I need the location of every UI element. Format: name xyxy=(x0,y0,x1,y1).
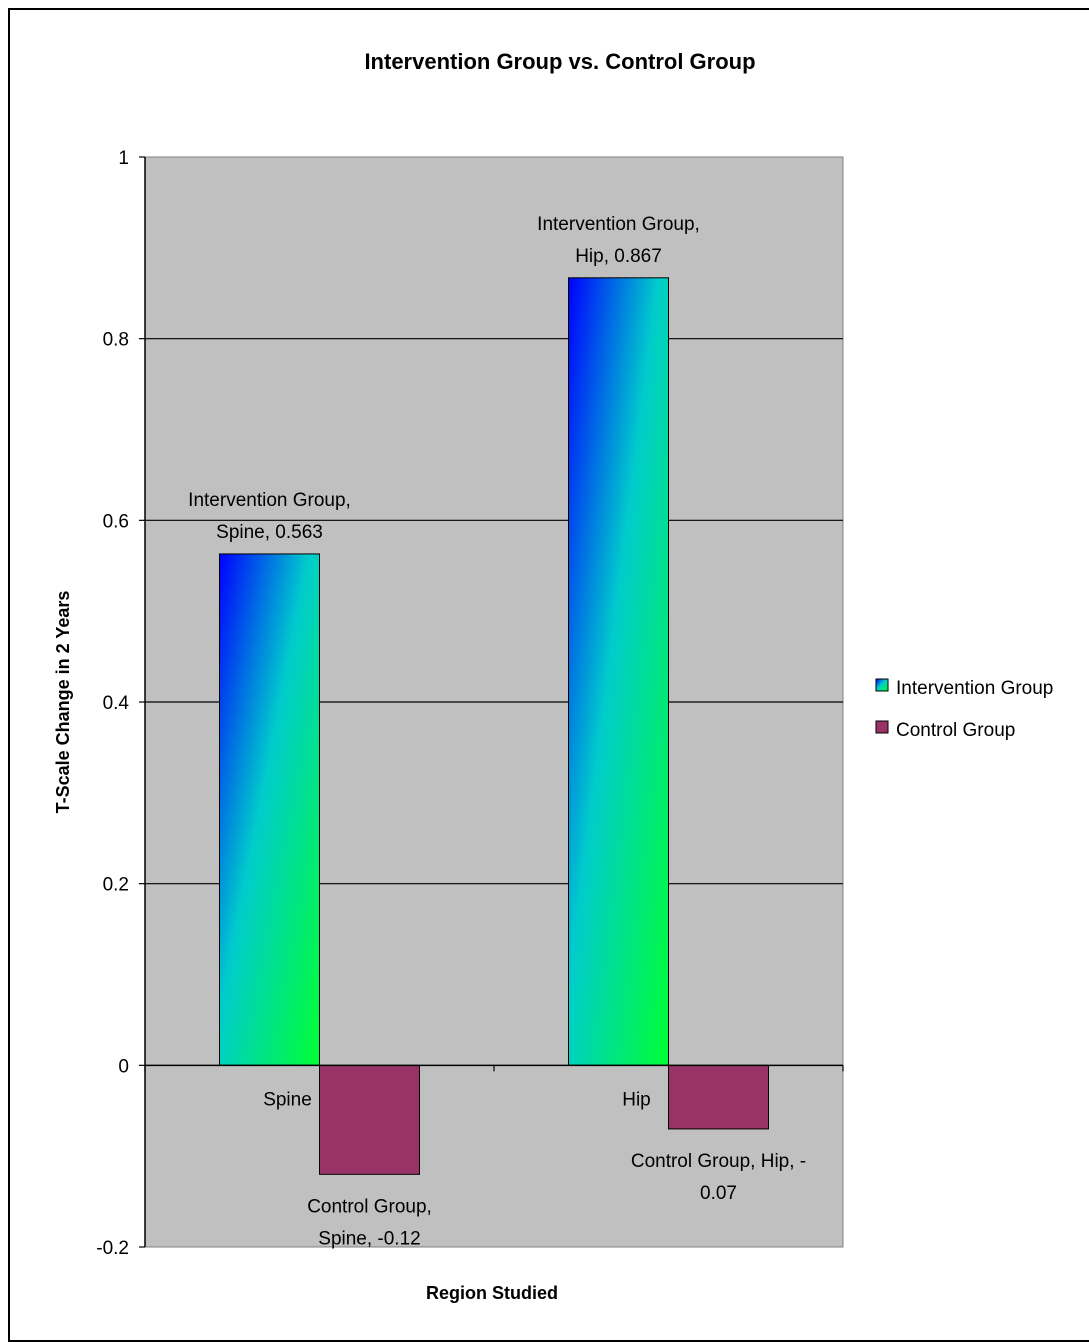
data-label: Intervention Group, Spine, 0.563 xyxy=(188,490,351,543)
y-tick-label: 0 xyxy=(118,1056,129,1077)
bar-intervention-group-spine xyxy=(219,553,320,1066)
legend-label-control: Control Group xyxy=(896,720,1015,741)
y-tick-label: -0.2 xyxy=(96,1238,129,1259)
y-tick-label: 0.6 xyxy=(103,511,129,532)
legend: Intervention Group Control Group xyxy=(875,678,1053,741)
legend-swatch-intervention xyxy=(875,678,889,692)
data-label: Control Group, Hip, -0.07 xyxy=(631,1151,806,1204)
y-tick-label: 0.4 xyxy=(103,693,130,714)
y-tick-label: 1 xyxy=(118,148,129,169)
x-axis: Spine Hip xyxy=(144,1064,844,1110)
data-label: Control Group, Spine, -0.12 xyxy=(307,1196,432,1249)
x-axis-title: Region Studied xyxy=(426,1283,558,1303)
y-axis-title: T-Scale Change in 2 Years xyxy=(53,591,73,814)
bar-control-group-hip xyxy=(668,1064,769,1130)
legend-label-intervention: Intervention Group xyxy=(896,678,1053,699)
data-labels: Intervention Group, Spine, 0.563 Control G… xyxy=(188,214,806,1250)
y-tick-label: 0.8 xyxy=(103,330,129,351)
y-tick-label: 0.2 xyxy=(103,875,129,896)
y-axis-ticks: 1 0.8 0.6 0.4 0.2 0 -0.2 xyxy=(96,148,145,1259)
data-label: Intervention Group, Hip, 0.867 xyxy=(537,214,700,267)
chart-title: Intervention Group vs. Control Group xyxy=(364,49,755,74)
bar-intervention-group-hip xyxy=(568,277,669,1066)
bar-control-group-spine xyxy=(319,1064,420,1175)
bars xyxy=(219,277,769,1175)
x-tick-label: Spine xyxy=(263,1089,312,1110)
legend-swatch-control xyxy=(875,720,889,734)
x-tick-label: Hip xyxy=(622,1089,651,1110)
